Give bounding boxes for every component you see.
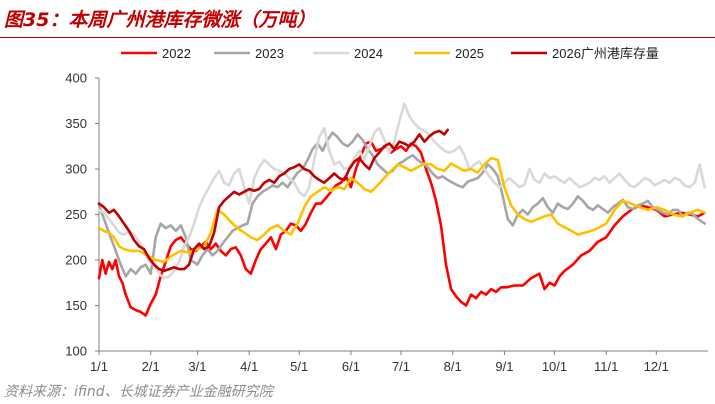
chart-series [97, 102, 707, 317]
x-tick-label: 3/1 [188, 359, 206, 374]
x-axis: 1/1 2/1 3/1 4/1 5/1 6/1 7/1 8/1 9/1 10/1 11/1 12/1 [90, 350, 708, 374]
source-note: 资料来源：ifind、长城证券产业金融研究院 [4, 384, 273, 400]
series-line-4 [97, 128, 450, 273]
x-tick-label: 11/1 [594, 359, 618, 374]
title-rule [0, 37, 715, 38]
y-tick-label: 250 [65, 207, 87, 222]
page-title: 图35：本周广州港库存微涨（万吨） [4, 9, 316, 31]
x-tick-label: 10/1 [542, 359, 567, 374]
x-tick-label: 6/1 [342, 359, 360, 374]
series-line-3 [97, 156, 707, 264]
series-line-2 [97, 102, 707, 280]
inventory-line-chart: 2022 2023 2024 2025 2026广州港库存量 100 150 200 250 3… [65, 46, 708, 374]
x-tick-label: 12/1 [644, 359, 669, 374]
series-line-1 [97, 131, 707, 278]
y-tick-label: 100 [65, 344, 87, 359]
legend-label: 2024 [354, 46, 383, 61]
series-line-0 [97, 140, 707, 317]
legend-label: 2023 [255, 46, 284, 61]
chart-legend: 2022 2023 2024 2025 2026广州港库存量 [121, 46, 659, 61]
legend-label: 2026广州港库存量 [552, 46, 659, 61]
y-tick-label: 200 [65, 253, 87, 268]
x-tick-label: 1/1 [90, 359, 108, 374]
y-axis: 100 150 200 250 300 350 400 [65, 71, 100, 359]
x-tick-label: 8/1 [444, 359, 462, 374]
y-tick-label: 400 [65, 71, 87, 86]
x-tick-label: 7/1 [392, 359, 410, 374]
legend-label: 2022 [162, 46, 191, 61]
legend-label: 2025 [455, 46, 484, 61]
x-tick-label: 9/1 [495, 359, 513, 374]
x-tick-label: 4/1 [240, 359, 258, 374]
y-tick-label: 300 [65, 162, 87, 177]
y-tick-label: 150 [65, 298, 87, 313]
x-tick-label: 2/1 [142, 359, 160, 374]
y-tick-label: 350 [65, 116, 87, 131]
x-tick-label: 5/1 [290, 359, 308, 374]
